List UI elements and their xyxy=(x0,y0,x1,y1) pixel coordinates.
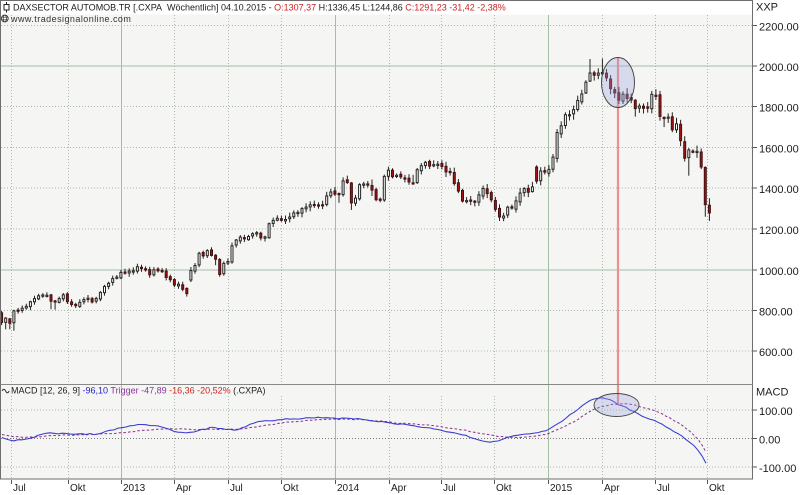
svg-text:Apr: Apr xyxy=(176,483,192,494)
svg-text:2015: 2015 xyxy=(550,483,573,494)
svg-text:600.00: 600.00 xyxy=(759,347,793,359)
svg-text:Jul: Jul xyxy=(443,483,456,494)
svg-text:MACD [12, 26, 9] -96,10 Trigge: MACD [12, 26, 9] -96,10 Trigger -47,89 -… xyxy=(11,386,266,396)
svg-text:1800.00: 1800.00 xyxy=(759,103,799,115)
svg-text:2200.00: 2200.00 xyxy=(759,22,799,34)
svg-text:Okt: Okt xyxy=(283,483,299,494)
svg-text:-100.00: -100.00 xyxy=(759,463,796,475)
svg-text:1600.00: 1600.00 xyxy=(759,144,799,156)
svg-text:Apr: Apr xyxy=(391,483,407,494)
svg-text:Jul: Jul xyxy=(13,483,26,494)
svg-text:www.tradesignalonline.com: www.tradesignalonline.com xyxy=(10,14,131,24)
svg-text:2014: 2014 xyxy=(337,483,360,494)
svg-text:Okt: Okt xyxy=(70,483,86,494)
svg-text:Jul: Jul xyxy=(657,483,670,494)
svg-text:1200.00: 1200.00 xyxy=(759,225,799,237)
svg-text:MACD: MACD xyxy=(756,387,788,399)
svg-text:1400.00: 1400.00 xyxy=(759,184,799,196)
svg-text:1000.00: 1000.00 xyxy=(759,266,799,278)
svg-text:XXP: XXP xyxy=(756,2,778,14)
svg-text:Jul: Jul xyxy=(230,483,243,494)
svg-text:2000.00: 2000.00 xyxy=(759,62,799,74)
svg-text:2013: 2013 xyxy=(123,483,146,494)
svg-text:100.00: 100.00 xyxy=(759,406,793,418)
svg-text:Okt: Okt xyxy=(496,483,512,494)
svg-text:800.00: 800.00 xyxy=(759,307,793,319)
svg-text:DAXSECTOR AUTOMOB.TR [.CXPA W: DAXSECTOR AUTOMOB.TR [.CXPA Wöchentlich]… xyxy=(13,3,506,13)
svg-text:Apr: Apr xyxy=(604,483,620,494)
svg-text:0.00: 0.00 xyxy=(759,435,780,447)
svg-text:Okt: Okt xyxy=(709,483,725,494)
